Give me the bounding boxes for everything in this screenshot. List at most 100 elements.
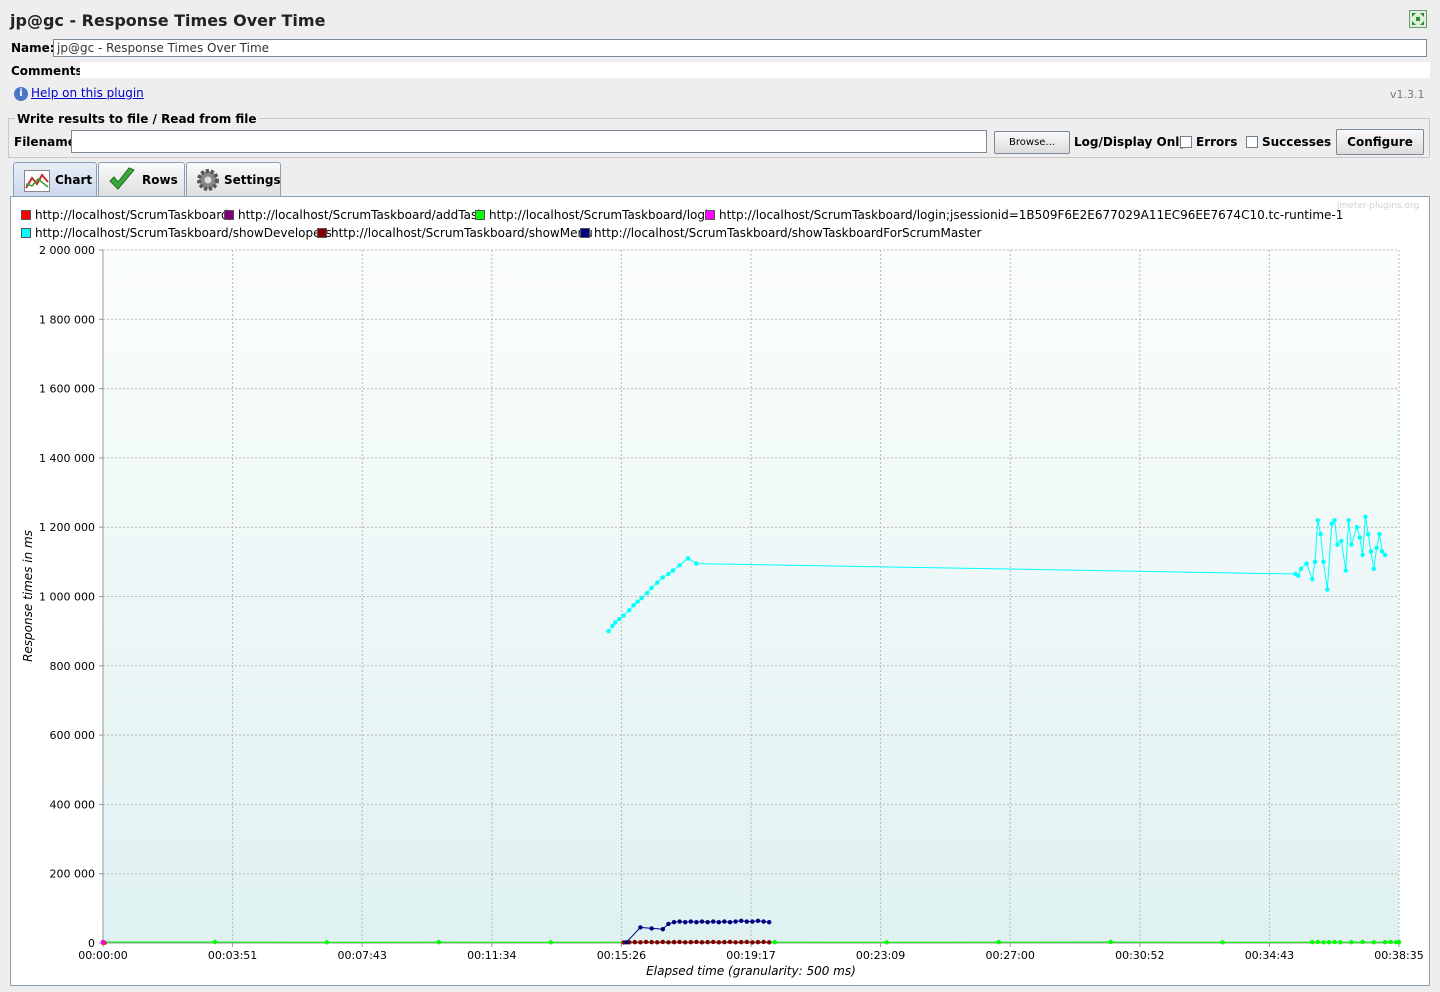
data-point	[733, 919, 738, 924]
series-layer	[100, 514, 1402, 945]
data-point	[739, 918, 744, 924]
data-point	[727, 920, 733, 925]
data-point	[666, 571, 671, 577]
tab-chart[interactable]: Chart	[13, 162, 97, 198]
data-point	[638, 925, 643, 930]
legend-swatch	[705, 210, 715, 220]
legend-item[interactable]: http://localhost/ScrumTaskboard/	[21, 208, 233, 222]
data-point	[727, 939, 733, 945]
data-point	[1298, 566, 1304, 571]
data-point	[631, 602, 636, 608]
legend-item[interactable]: http://localhost/ScrumTaskboard/showDeve…	[21, 226, 332, 240]
data-point	[1382, 939, 1388, 945]
data-point	[1360, 939, 1365, 945]
legend-item[interactable]: http://localhost/ScrumTaskboard/addTask	[224, 208, 484, 222]
data-point	[655, 580, 660, 585]
data-point	[1349, 939, 1354, 945]
data-point	[1382, 552, 1388, 558]
data-point	[1321, 940, 1326, 945]
data-point	[1321, 559, 1326, 565]
data-point	[1310, 939, 1315, 945]
data-point	[644, 590, 650, 596]
x-tick-label: 00:07:43	[337, 949, 386, 962]
data-point	[1332, 518, 1337, 523]
data-point	[671, 939, 677, 945]
data-point	[772, 939, 777, 945]
data-point	[1310, 576, 1315, 582]
data-point	[694, 939, 699, 945]
data-point	[1374, 545, 1379, 551]
data-point	[683, 920, 688, 925]
tab-chart-label: Chart	[55, 173, 93, 187]
data-point	[621, 613, 626, 618]
data-point	[688, 939, 694, 945]
data-point	[324, 940, 330, 945]
data-point	[761, 919, 766, 924]
version-label: v1.3.1	[1390, 88, 1425, 101]
legend-item[interactable]: http://localhost/ScrumTaskboard/login	[475, 208, 716, 222]
data-point	[627, 608, 632, 613]
data-point	[436, 939, 442, 945]
log-display-label: Log/Display Only:	[1074, 135, 1192, 149]
data-point	[660, 939, 666, 945]
data-point	[632, 939, 638, 945]
comments-field[interactable]	[80, 62, 1430, 78]
data-point	[750, 919, 755, 924]
tab-rows[interactable]: Rows	[98, 162, 185, 196]
data-point	[1325, 587, 1330, 592]
legend-item[interactable]: http://localhost/ScrumTaskboard/showMenu	[317, 226, 593, 240]
data-point	[649, 926, 654, 931]
data-point	[1312, 559, 1318, 565]
data-point	[1354, 525, 1360, 530]
data-point	[1396, 939, 1402, 945]
help-link[interactable]: Help on this plugin	[31, 86, 144, 100]
data-point	[1368, 549, 1374, 554]
tab-settings-label: Settings	[224, 173, 281, 187]
data-point	[750, 940, 755, 945]
browse-button[interactable]: Browse...	[994, 131, 1070, 154]
data-point	[1377, 531, 1382, 537]
legend-item[interactable]: http://localhost/ScrumTaskboard/showTask…	[580, 226, 981, 240]
legend-item[interactable]: http://localhost/ScrumTaskboard/login;js…	[705, 208, 1343, 222]
data-point	[755, 918, 761, 924]
y-tick-label: 0	[88, 937, 95, 950]
legend-label: http://localhost/ScrumTaskboard/addTask	[238, 208, 485, 222]
filename-field[interactable]	[71, 130, 987, 153]
expand-icon[interactable]	[1409, 10, 1427, 28]
data-point	[649, 939, 654, 945]
x-tick-label: 00:19:17	[726, 949, 775, 962]
series-6	[624, 918, 772, 945]
x-axis-label: Elapsed time (granularity: 500 ms)	[646, 964, 856, 978]
data-point	[1332, 939, 1337, 945]
file-panel	[8, 118, 1430, 158]
data-point	[100, 939, 106, 945]
legend-swatch	[224, 210, 234, 220]
configure-button[interactable]: Configure	[1336, 129, 1424, 155]
comments-label: Comments:	[11, 64, 88, 78]
errors-checkbox[interactable]	[1180, 136, 1192, 148]
y-tick-label: 1 200 000	[39, 521, 95, 534]
data-point	[1318, 531, 1323, 537]
data-point	[755, 939, 761, 945]
data-point	[694, 561, 699, 566]
data-point	[643, 939, 649, 945]
successes-label: Successes	[1262, 135, 1332, 149]
y-tick-label: 600 000	[50, 729, 96, 742]
data-point	[694, 920, 699, 925]
data-point	[744, 939, 750, 945]
legend-label: http://localhost/ScrumTaskboard/login	[489, 208, 716, 222]
tab-settings[interactable]: Settings	[186, 162, 281, 196]
legend-swatch	[21, 210, 31, 220]
data-point	[1220, 940, 1225, 945]
data-point	[666, 921, 671, 927]
x-tick-label: 00:03:51	[208, 949, 257, 962]
data-point	[766, 940, 772, 945]
data-point	[1335, 542, 1340, 547]
data-point	[711, 939, 716, 945]
successes-checkbox[interactable]	[1246, 136, 1258, 148]
legend-label: http://localhost/ScrumTaskboard/showMenu	[331, 226, 593, 240]
data-point	[705, 920, 710, 925]
data-point	[761, 939, 766, 945]
legend-swatch	[475, 210, 485, 220]
name-field[interactable]: jp@gc - Response Times Over Time	[53, 39, 1427, 57]
